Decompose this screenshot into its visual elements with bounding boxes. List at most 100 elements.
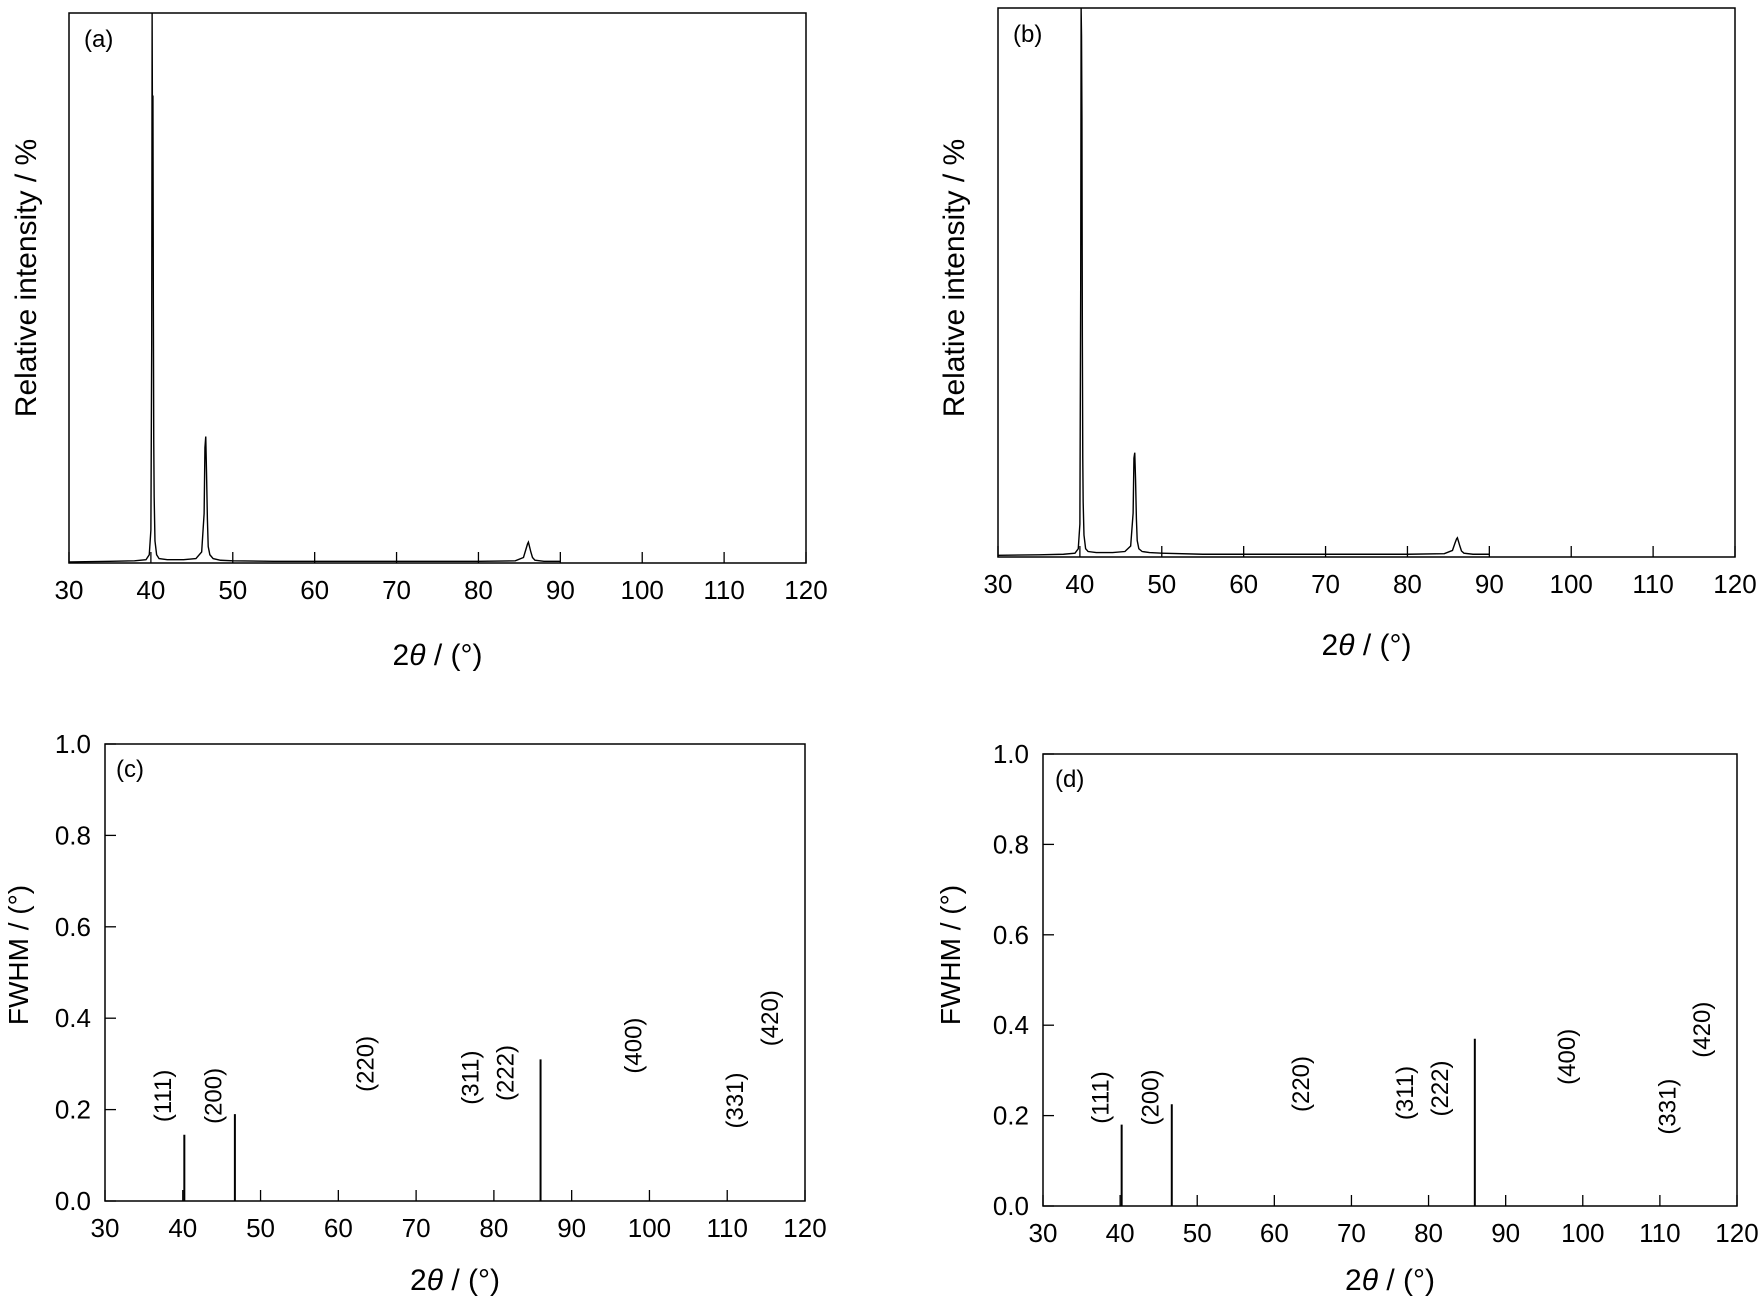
panel-d-y-tick-label: 0.0: [993, 1191, 1029, 1221]
panel-b-x-tick-label: 110: [1632, 569, 1673, 599]
panel-d-x-tick-label: 40: [1106, 1218, 1135, 1248]
panel-c-y-axis-label: FWHM / (°): [3, 885, 34, 1025]
panel-c-frame: [104, 743, 806, 1202]
panel-c-x-tick-label: 40: [168, 1213, 197, 1243]
panel-c-x-tick-label: 50: [246, 1213, 275, 1243]
panel-c-x-tick-label: 30: [91, 1213, 120, 1243]
panel-d-x-tick-label: 90: [1491, 1218, 1520, 1248]
panel-b-letter: (b): [1013, 21, 1042, 48]
panel-b-x-tick-label: 100: [1550, 569, 1593, 599]
panel-d: (d) 30 40 50 60 70 80 90 100 110 120 0.0 0.2 0.4 0.6…: [935, 739, 1758, 1296]
panel-d-hkl-label: (111): [1088, 1071, 1115, 1123]
panel-b-x-tick-label: 30: [984, 569, 1013, 599]
panel-d-x-axis-label: 2θ / (°): [1345, 1264, 1435, 1296]
panel-d-x-tick-label: 110: [1639, 1218, 1680, 1248]
panel-c-x-tick-label: 60: [324, 1213, 353, 1243]
panel-d-y-tick-label: 0.4: [993, 1010, 1029, 1040]
panel-c-x-tick-label: 100: [628, 1213, 671, 1243]
panel-c-x-axis-label: 2θ / (°): [410, 1264, 500, 1296]
panel-d-x-tick-label: 70: [1337, 1218, 1366, 1248]
panel-c-hkl-label: (111): [150, 1070, 177, 1122]
panel-c-x-tick-label: 90: [557, 1213, 586, 1243]
panel-a-x-tick-label: 50: [218, 575, 247, 605]
panel-b-intensity-curve: [997, 7, 1490, 557]
panel-a-x-axis-label: 2θ / (°): [393, 639, 483, 672]
panel-b-x-tick-label: 120: [1713, 569, 1756, 599]
panel-d-hkl-label: (222): [1427, 1060, 1454, 1116]
panel-c-bars: [183, 1059, 542, 1201]
panel-b-x-tick-label: 80: [1393, 569, 1422, 599]
panel-d-y-axis-label: FWHM / (°): [935, 885, 966, 1025]
panel-a-x-axis: 30 40 50 60 70 80 90 100 110 120: [55, 552, 828, 605]
panel-c-y-axis: 0.0 0.2 0.4 0.6 0.8 1.0: [55, 729, 116, 1216]
panel-c-hkl-label: (400): [621, 1018, 648, 1074]
panel-d-hkl-label: (420): [1689, 1002, 1716, 1058]
panel-c-hkl-labels: (111) (200) (220) (311) (222) (400) (331) (420): [150, 990, 784, 1128]
panel-d-x-tick-label: 100: [1561, 1218, 1604, 1248]
panel-c-hkl-label: (420): [757, 990, 784, 1046]
panel-c-hkl-label: (331): [722, 1072, 749, 1128]
panel-c-x-axis: 30 40 50 60 70 80 90 100 110 120: [91, 1190, 827, 1243]
panel-c-y-tick-label: 0.2: [55, 1095, 91, 1125]
panel-d-x-tick-label: 120: [1715, 1218, 1758, 1248]
panel-d-hkl-label: (220): [1288, 1056, 1315, 1112]
panel-c-hkl-label: (311): [457, 1050, 484, 1104]
panel-b-x-tick-label: 50: [1147, 569, 1176, 599]
panel-a-x-tick-label: 40: [136, 575, 165, 605]
panel-c-y-tick-label: 0.4: [55, 1003, 91, 1033]
panel-b-frame: [997, 7, 1736, 558]
panel-d-x-tick-label: 50: [1183, 1218, 1212, 1248]
panel-b-x-tick-label: 70: [1311, 569, 1340, 599]
panel-d-hkl-labels: (111) (200) (220) (311) (222) (400) (331) (420): [1088, 1002, 1717, 1135]
panel-d-y-tick-label: 0.6: [993, 920, 1029, 950]
panel-d-hkl-label: (311): [1392, 1066, 1419, 1120]
panel-b: (b) 30 40 50 60 70 80 90 100 110 120 2θ / (°) Rel…: [938, 7, 1757, 662]
panel-a-x-tick-label: 70: [382, 575, 411, 605]
panel-b-x-axis-label: 2θ / (°): [1322, 629, 1412, 662]
panel-d-y-tick-label: 1.0: [993, 739, 1029, 769]
panel-d-y-tick-label: 0.8: [993, 829, 1029, 859]
panel-a-y-axis-label: Relative intensity / %: [10, 139, 43, 417]
panel-b-x-tick-label: 40: [1065, 569, 1094, 599]
panel-b-y-axis-label: Relative intensity / %: [938, 139, 971, 417]
panel-c-hkl-label: (200): [201, 1068, 228, 1124]
panel-d-x-tick-label: 30: [1029, 1218, 1058, 1248]
panel-c-y-tick-label: 0.8: [55, 820, 91, 850]
panel-a-x-tick-label: 60: [300, 575, 329, 605]
panel-c-x-tick-label: 80: [479, 1213, 508, 1243]
panel-d-y-axis: 0.0 0.2 0.4 0.6 0.8 1.0: [993, 739, 1054, 1221]
panel-c-y-tick-label: 0.0: [55, 1186, 91, 1216]
panel-d-bars: [1120, 1038, 1476, 1206]
panel-c-x-tick-label: 110: [706, 1213, 747, 1243]
panel-c-letter: (c): [116, 756, 144, 783]
panel-a-x-tick-label: 90: [546, 575, 575, 605]
panel-d-hkl-label: (400): [1554, 1029, 1581, 1085]
panel-a-x-tick-label: 100: [621, 575, 664, 605]
panel-c-x-tick-label: 120: [783, 1213, 826, 1243]
panel-d-x-axis: 30 40 50 60 70 80 90 100 110 120: [1029, 1195, 1758, 1248]
panel-a-x-tick-label: 120: [784, 575, 827, 605]
panel-c: (c) 30 40 50 60 70 80 90 100 110 120 0.0 0.2 0.4 0.6…: [3, 729, 827, 1296]
panel-b-x-tick-label: 60: [1229, 569, 1258, 599]
panel-a-intensity-curve: [68, 12, 561, 563]
panel-d-letter: (d): [1055, 766, 1084, 793]
panel-d-y-tick-label: 0.2: [993, 1101, 1029, 1131]
panel-d-x-tick-label: 60: [1260, 1218, 1289, 1248]
panel-b-x-tick-label: 90: [1475, 569, 1504, 599]
panel-c-y-tick-label: 0.6: [55, 912, 91, 942]
panel-c-hkl-label: (220): [352, 1036, 379, 1092]
panel-c-hkl-label: (222): [492, 1045, 519, 1101]
panel-a-x-tick-label: 110: [703, 575, 744, 605]
panel-c-x-tick-label: 70: [402, 1213, 431, 1243]
panel-a: (a) 30 40 50 60 70 80 90 100 110 120 2θ / (°) Rel…: [10, 12, 828, 672]
panel-a-x-tick-label: 80: [464, 575, 493, 605]
panel-a-x-tick-label: 30: [55, 575, 84, 605]
panel-d-x-tick-label: 80: [1414, 1218, 1443, 1248]
panel-b-x-axis: 30 40 50 60 70 80 90 100 110 120: [984, 546, 1757, 599]
panel-d-frame: [1042, 753, 1738, 1207]
panel-a-letter: (a): [84, 26, 113, 53]
panel-a-frame: [68, 12, 807, 564]
panel-d-hkl-label: (331): [1654, 1079, 1681, 1135]
panel-d-hkl-label: (200): [1138, 1069, 1165, 1125]
